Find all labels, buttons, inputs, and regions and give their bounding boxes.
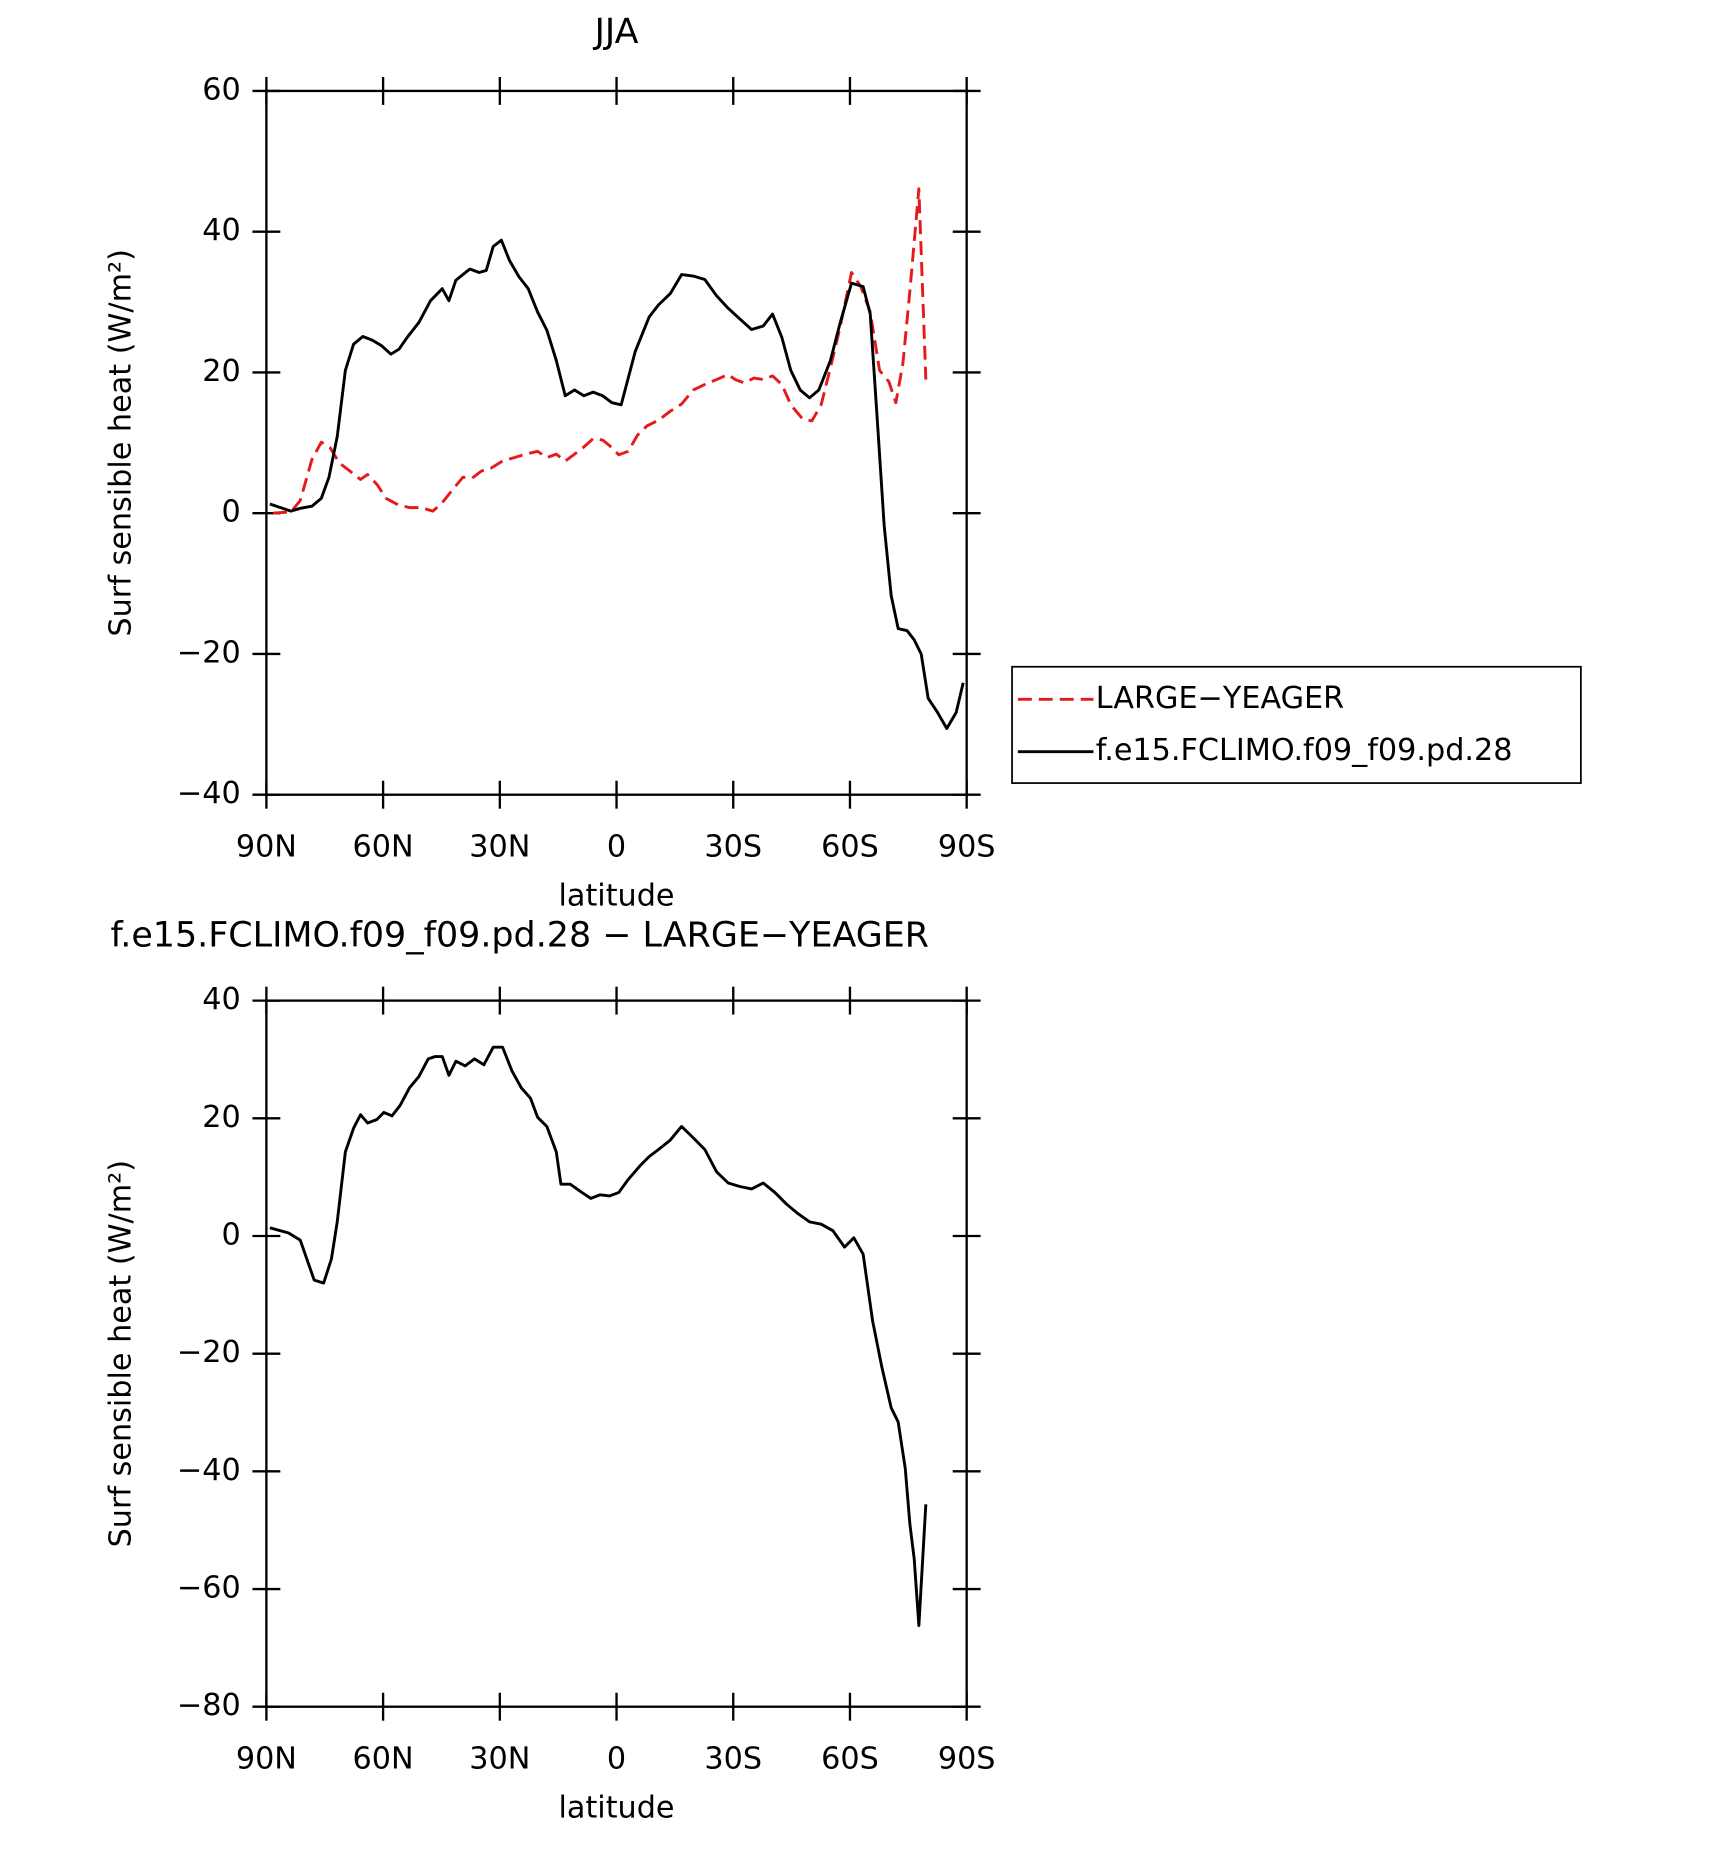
data-line [269, 238, 965, 730]
y-tick-label: −80 [177, 1688, 241, 1723]
legend-label: LARGE−YEAGER [1096, 681, 1344, 716]
x-tick-label: 0 [607, 1742, 626, 1777]
chart-title: f.e15.FCLIMO.f09_f09.pd.28 − LARGE−YEAGE… [111, 916, 930, 956]
x-tick-label: 30S [704, 1742, 762, 1777]
y-tick-label: 40 [202, 982, 240, 1017]
legend-label: f.e15.FCLIMO.f09_f09.pd.28 [1096, 733, 1513, 768]
x-tick-label: 60S [821, 830, 879, 865]
x-tick-label: 90S [938, 830, 996, 865]
x-axis-label: latitude [559, 879, 675, 914]
chart-title: JJA [593, 12, 639, 52]
y-tick-label: 20 [202, 354, 240, 389]
y-tick-label: 40 [202, 213, 240, 248]
legend-box [1011, 665, 1582, 784]
y-tick-label: 20 [202, 1100, 240, 1135]
plot-frame [265, 89, 968, 796]
data-line [272, 187, 928, 515]
x-tick-label: 60N [353, 830, 414, 865]
x-tick-label: 90N [236, 1742, 297, 1777]
legend: LARGE−YEAGER f.e15.FCLIMO.f09_f09.pd.28 [1011, 665, 1582, 784]
x-tick-label: 30N [469, 1742, 530, 1777]
x-axis-label: latitude [559, 1791, 675, 1826]
x-tick-label: 90N [236, 830, 297, 865]
plot-frame [265, 999, 968, 1708]
y-tick-label: −40 [177, 776, 241, 811]
y-tick-label: −20 [177, 1335, 241, 1370]
x-tick-label: 0 [607, 830, 626, 865]
y-axis-label: Surf sensible heat (W/m²) [104, 249, 139, 637]
x-tick-label: 90S [938, 1742, 996, 1777]
x-tick-label: 30S [704, 830, 762, 865]
y-axis-label: Surf sensible heat (W/m²) [104, 1160, 139, 1548]
x-tick-label: 30N [469, 830, 530, 865]
x-tick-label: 60N [353, 1742, 414, 1777]
y-tick-label: 0 [222, 495, 241, 530]
y-tick-label: −60 [177, 1571, 241, 1606]
data-line [269, 1045, 928, 1627]
x-tick-label: 60S [821, 1742, 879, 1777]
y-tick-label: 60 [202, 72, 240, 107]
y-tick-label: −20 [177, 635, 241, 670]
y-tick-label: −40 [177, 1453, 241, 1488]
y-tick-label: 0 [222, 1217, 241, 1252]
